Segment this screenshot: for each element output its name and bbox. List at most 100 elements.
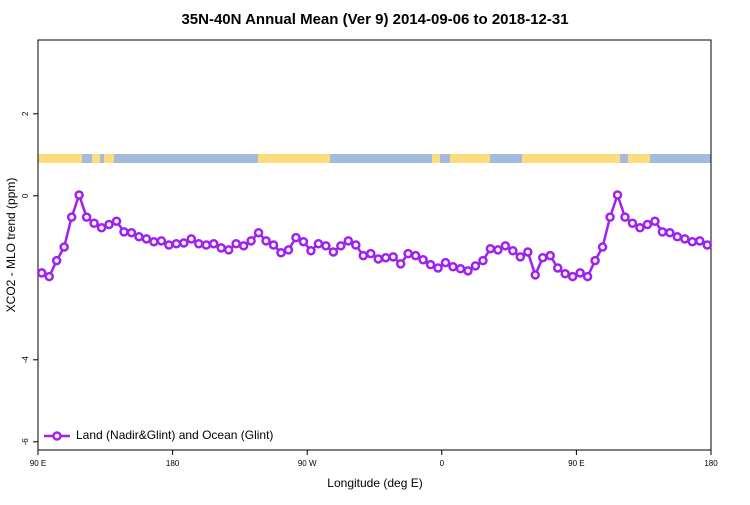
data-point xyxy=(216,243,226,253)
data-point xyxy=(575,268,585,278)
data-point xyxy=(612,190,623,200)
data-point xyxy=(223,245,234,255)
x-axis-label: Longitude (deg E) xyxy=(327,476,422,490)
data-point xyxy=(149,236,159,247)
data-point xyxy=(238,241,249,251)
data-point xyxy=(261,236,271,246)
chart-title: 35N-40N Annual Mean (Ver 9) 2014-09-06 t… xyxy=(181,11,568,28)
data-point xyxy=(410,250,421,261)
data-point xyxy=(433,263,443,273)
data-point xyxy=(448,261,458,272)
data-point xyxy=(687,236,698,247)
data-point xyxy=(560,268,570,279)
data-point xyxy=(126,227,137,238)
data-point xyxy=(388,252,398,262)
data-point xyxy=(567,271,578,282)
data-point xyxy=(231,239,241,249)
y-tick-label: 2 xyxy=(21,111,30,116)
x-tick-label: 90 E xyxy=(568,459,584,468)
data-point xyxy=(665,227,675,238)
data-point xyxy=(36,268,47,278)
data-point xyxy=(545,250,555,261)
data-point xyxy=(298,236,309,247)
x-tick-label: 90 W xyxy=(298,459,317,468)
data-point xyxy=(111,216,122,226)
data-point xyxy=(66,212,77,222)
x-tick-label: 180 xyxy=(166,459,180,468)
data-point xyxy=(276,248,286,258)
data-point xyxy=(418,255,428,265)
data-point xyxy=(291,232,301,243)
x-tick-label: 0 xyxy=(440,459,445,468)
data-point xyxy=(515,252,526,262)
data-point xyxy=(141,234,152,244)
data-point xyxy=(470,261,481,271)
data-point xyxy=(208,239,219,249)
data-point xyxy=(81,212,92,222)
data-point xyxy=(164,240,174,250)
data-point xyxy=(582,271,593,282)
data-point xyxy=(351,240,361,250)
plot-frame xyxy=(37,39,712,451)
data-point xyxy=(89,218,99,229)
data-point xyxy=(672,232,683,242)
x-tick-label: 180 xyxy=(704,459,718,468)
data-point xyxy=(306,245,316,256)
data-point xyxy=(695,236,705,246)
legend-label: Land (Nadir&Glint) and Ocean (Glint) xyxy=(76,428,273,442)
data-point xyxy=(642,219,653,230)
data-point xyxy=(680,234,690,244)
data-point xyxy=(538,252,548,263)
data-point xyxy=(500,241,511,251)
data-point xyxy=(51,255,62,266)
data-point xyxy=(74,190,84,200)
land-ocean-strip xyxy=(38,154,711,163)
data-point xyxy=(268,240,279,250)
data-point xyxy=(134,232,144,242)
data-point xyxy=(485,243,496,254)
y-axis-label: XCO2 - MLO trend (ppm) xyxy=(4,178,18,313)
data-point xyxy=(627,218,638,229)
data-point xyxy=(440,257,451,268)
data-point xyxy=(552,263,563,273)
data-point xyxy=(246,236,256,246)
data-point xyxy=(328,247,339,257)
data-point xyxy=(186,234,197,244)
data-point xyxy=(59,242,69,252)
data-point xyxy=(508,245,518,256)
data-point xyxy=(358,250,369,261)
y-tick-label: -6 xyxy=(21,438,30,446)
data-point xyxy=(366,248,376,259)
y-tick-label: 0 xyxy=(21,193,30,198)
data-point xyxy=(373,254,383,264)
data-point xyxy=(44,271,54,282)
data-point xyxy=(104,219,114,230)
data-point xyxy=(650,216,660,226)
data-point xyxy=(478,255,488,266)
data-point xyxy=(425,259,436,270)
data-point xyxy=(179,238,189,248)
data-point xyxy=(530,270,541,280)
data-point xyxy=(635,223,645,233)
data-point xyxy=(403,248,413,259)
data-point xyxy=(702,240,713,250)
legend-marker xyxy=(52,431,62,441)
data-point xyxy=(620,212,630,222)
data-point xyxy=(119,227,129,237)
data-point xyxy=(194,239,204,249)
data-point xyxy=(321,241,331,251)
data-point xyxy=(605,212,615,222)
data-point xyxy=(493,245,503,255)
data-point xyxy=(380,252,391,263)
data-point xyxy=(156,236,167,246)
data-point xyxy=(283,245,294,255)
data-point xyxy=(523,247,533,257)
data-point xyxy=(455,264,466,274)
data-point xyxy=(313,239,324,249)
data-point xyxy=(201,240,211,250)
data-point xyxy=(253,227,264,238)
data-point xyxy=(395,259,406,269)
data-point xyxy=(343,236,354,246)
x-tick-label: 90 E xyxy=(30,459,46,468)
